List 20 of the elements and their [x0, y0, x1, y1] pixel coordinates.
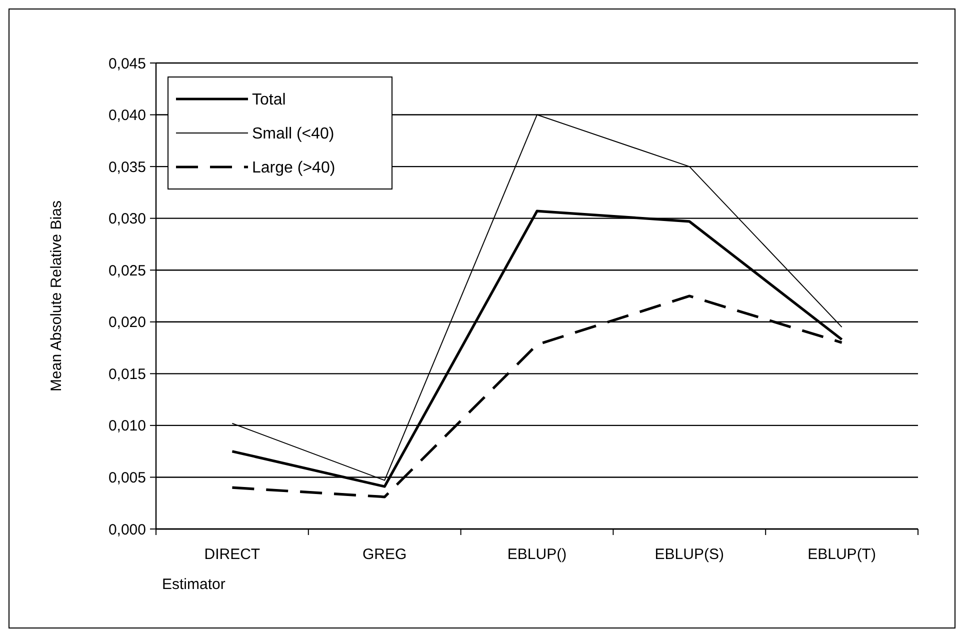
x-axis-title: Estimator — [162, 576, 226, 593]
y-tick-label: 0,005 — [108, 469, 146, 486]
y-tick-label: 0,000 — [108, 521, 146, 538]
legend-label: Large (>40) — [252, 160, 336, 177]
x-tick-label: EBLUP() — [507, 546, 567, 563]
y-tick-label: 0,020 — [108, 314, 146, 332]
x-tick-label: DIRECT — [204, 546, 260, 563]
x-tick-label: EBLUP(S) — [654, 546, 724, 563]
y-tick-label: 0,015 — [108, 366, 146, 383]
y-axis-title: Mean Absolute Relative Bias — [48, 200, 65, 392]
x-tick-label: EBLUP(T) — [808, 546, 876, 563]
x-tick-label: GREG — [362, 546, 407, 563]
y-tick-label: 0,040 — [108, 107, 146, 124]
y-tick-label: 0,030 — [108, 210, 146, 228]
legend-label: Small (<40) — [252, 126, 334, 143]
y-tick-label: 0,045 — [108, 55, 146, 72]
y-tick-label: 0,010 — [108, 418, 146, 435]
y-tick-label: 0,035 — [108, 158, 146, 176]
y-tick-label: 0,025 — [108, 262, 146, 280]
legend-label: Total — [252, 92, 286, 109]
